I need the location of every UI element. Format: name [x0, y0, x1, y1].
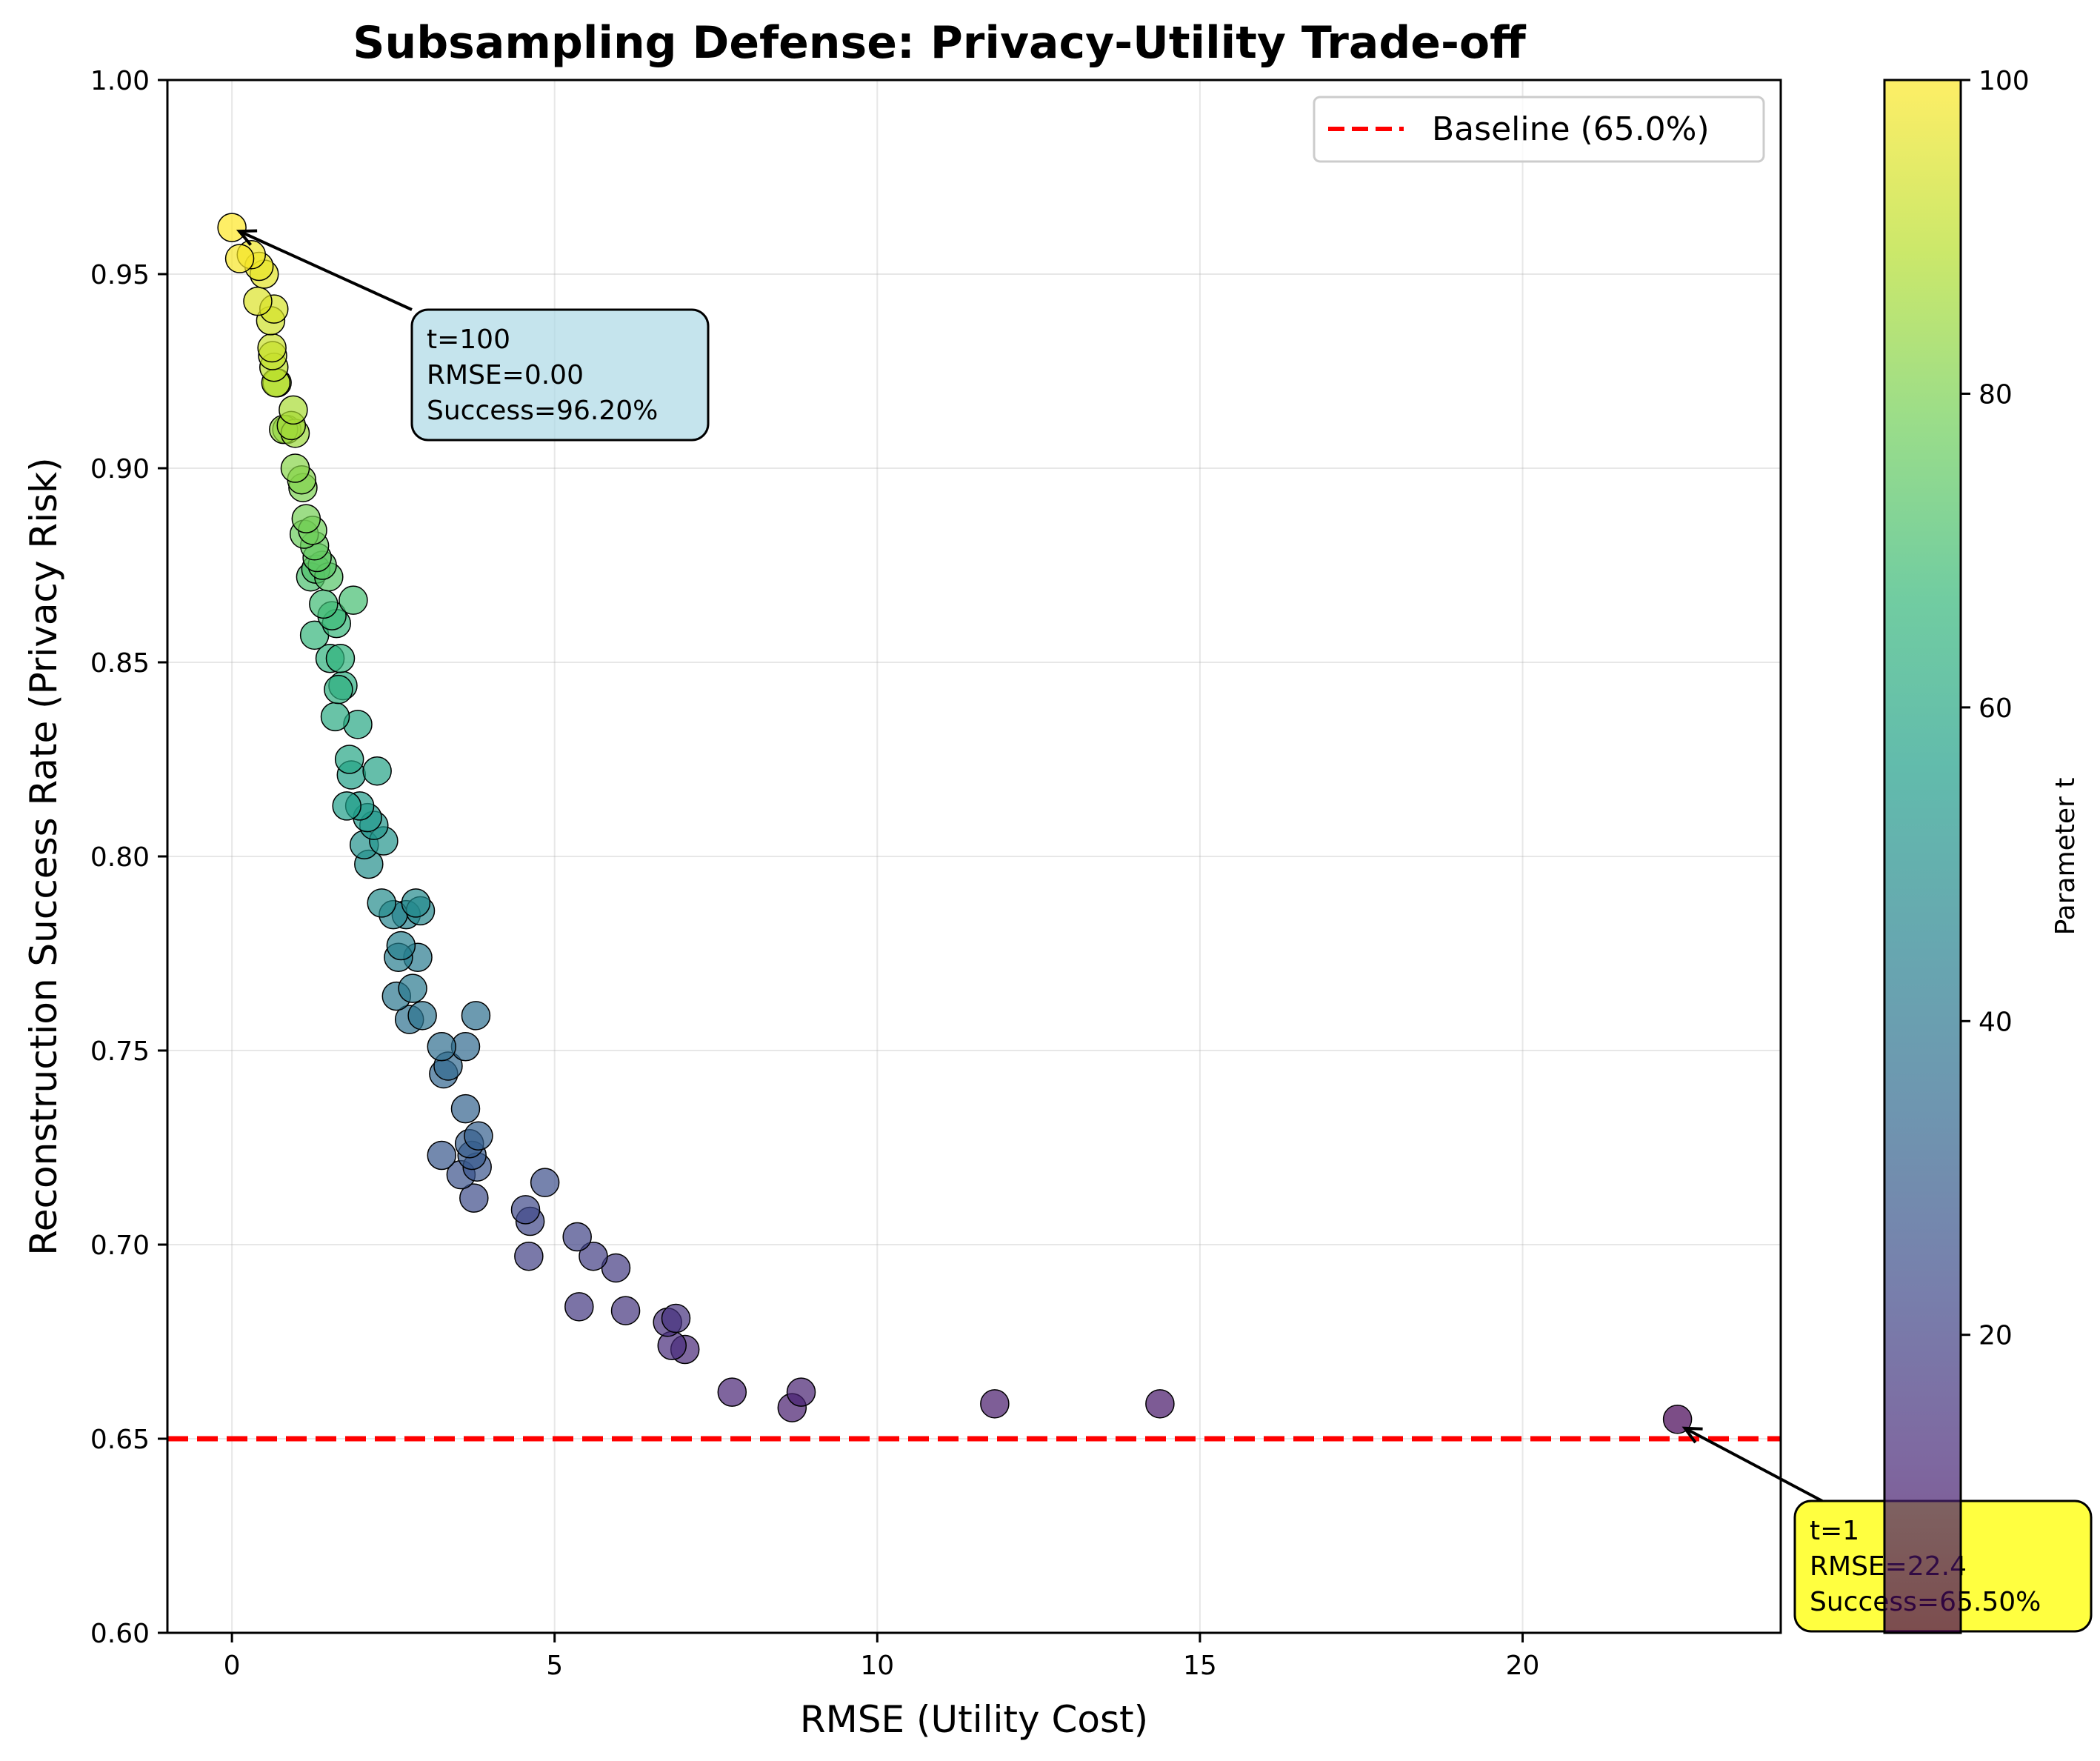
data-point [610, 1296, 641, 1325]
y-tick-label: 0.80 [90, 842, 150, 873]
x-tick-label: 0 [224, 1651, 241, 1681]
data-point [427, 1140, 457, 1171]
data-point [510, 1195, 541, 1225]
y-tick-label: 0.85 [90, 648, 150, 679]
annotation-arrows [236, 229, 1823, 1502]
y-tick-label: 0.95 [90, 260, 150, 290]
annotation-max-line-3: Success=96.20% [427, 396, 658, 426]
data-point [280, 453, 310, 483]
data-point [1145, 1389, 1175, 1419]
colorbar-tick-label: 40 [1979, 1007, 2013, 1037]
data-point [579, 1241, 608, 1271]
annotation-max-box [410, 308, 710, 442]
colorbar-tick-label: 80 [1979, 379, 2013, 410]
data-point [325, 644, 356, 673]
data-point [257, 333, 287, 363]
data-point [398, 973, 427, 1003]
data-point [309, 589, 339, 619]
data-points [217, 213, 1693, 1434]
data-point [661, 1303, 691, 1334]
legend: Baseline (65.0%) [1313, 96, 1765, 163]
data-point [367, 888, 396, 918]
data-point [464, 1121, 493, 1151]
y-tick-label: 0.90 [90, 454, 150, 485]
data-point [324, 674, 353, 705]
y-axis-label: Reconstruction Success Rate (Privacy Ris… [22, 457, 65, 1255]
data-point [243, 286, 273, 316]
data-point [217, 213, 247, 242]
y-tick-label: 0.60 [90, 1619, 150, 1649]
legend-baseline-label: Baseline (65.0%) [1432, 110, 1710, 148]
colorbar-label: Parameter t [2050, 778, 2081, 936]
y-tick-label: 1.00 [90, 66, 150, 96]
data-point [386, 931, 416, 961]
annotation-min-line-1: t=1 [1810, 1516, 1859, 1546]
data-point [564, 1292, 594, 1322]
x-tick-label: 20 [1506, 1651, 1540, 1681]
data-point [320, 702, 350, 732]
data-point [291, 504, 321, 533]
colorbar-tick-label: 60 [1979, 693, 2013, 724]
annotation-max-line-2: RMSE=0.00 [427, 360, 584, 390]
data-point [786, 1377, 816, 1407]
data-point [530, 1168, 560, 1197]
colorbar-tick-label: 20 [1979, 1321, 2013, 1351]
y-tick-label: 0.65 [90, 1425, 150, 1455]
annotation-arrow-head [236, 229, 258, 246]
data-point [461, 1001, 491, 1031]
y-axis-ticks: 0.60 0.65 0.70 0.75 0.80 0.85 0.90 0.95 1.00 [90, 66, 167, 1649]
data-point [450, 1093, 481, 1124]
colorbar-ticks: 20 40 60 80 100 [1961, 66, 2030, 1351]
annotation-arrow [1684, 1427, 1823, 1502]
chart-title: Subsampling Defense: Privacy-Utility Tra… [353, 17, 1527, 69]
data-point [407, 1001, 437, 1031]
data-point [980, 1389, 1010, 1419]
y-tick-label: 0.70 [90, 1231, 150, 1261]
data-point [459, 1183, 489, 1213]
data-point [339, 585, 368, 615]
annotation-arrow-head [1681, 1426, 1703, 1444]
data-point [279, 395, 308, 425]
colorbar: 20 40 60 80 100 Parameter t [1883, 66, 2081, 1634]
x-axis-ticks: 0 5 10 15 20 [224, 1633, 1540, 1681]
data-point [224, 244, 255, 273]
data-point [401, 888, 431, 918]
colorbar-gradient [1883, 79, 1962, 1634]
x-tick-label: 10 [860, 1651, 894, 1681]
data-point [334, 745, 364, 774]
x-tick-label: 5 [546, 1651, 563, 1681]
legend-box [1313, 96, 1765, 163]
x-tick-label: 15 [1183, 1651, 1217, 1681]
data-point [332, 791, 361, 821]
data-point [1662, 1405, 1693, 1434]
x-axis-label: RMSE (Utility Cost) [800, 1698, 1148, 1741]
data-point [427, 1032, 457, 1062]
annotation-max: t=100 RMSE=0.00 Success=96.20% [410, 308, 710, 442]
data-point [514, 1241, 544, 1271]
y-tick-label: 0.75 [90, 1036, 150, 1067]
data-point [362, 756, 392, 786]
annotation-max-line-1: t=100 [427, 324, 510, 355]
colorbar-tick-label: 100 [1979, 66, 2030, 96]
annotation-arrow [239, 230, 413, 311]
data-point [717, 1377, 747, 1407]
data-point [562, 1222, 592, 1252]
